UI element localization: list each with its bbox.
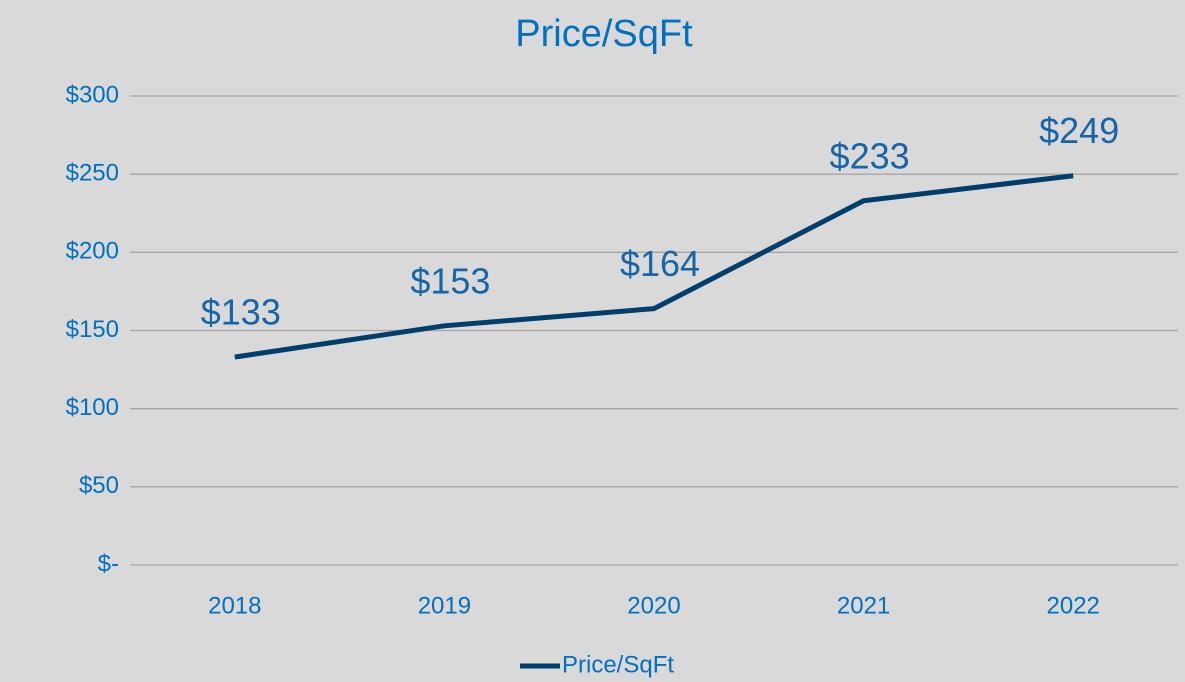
y-tick-label: $150 [66, 316, 119, 343]
chart-title: Price/SqFt [515, 13, 693, 55]
x-tick-label: 2019 [418, 592, 471, 619]
y-tick-label: $50 [79, 472, 119, 499]
y-tick-label: $- [98, 550, 119, 577]
x-tick-label: 2018 [208, 592, 261, 619]
data-label: $249 [1039, 110, 1119, 151]
x-tick-label: 2021 [837, 592, 890, 619]
y-tick-label: $200 [66, 238, 119, 265]
data-label: $133 [201, 292, 281, 333]
line [234, 173, 1074, 360]
x-tick-label: 2020 [627, 592, 680, 619]
data-label: $164 [620, 243, 700, 284]
data-label: $153 [410, 260, 490, 301]
legend-label: Price/SqFt [562, 651, 674, 678]
y-tick-label: $100 [66, 394, 119, 421]
y-tick-label: $250 [66, 160, 119, 187]
x-tick-label: 2022 [1047, 592, 1100, 619]
data-label: $233 [830, 135, 910, 176]
y-tick-label: $300 [66, 81, 119, 108]
